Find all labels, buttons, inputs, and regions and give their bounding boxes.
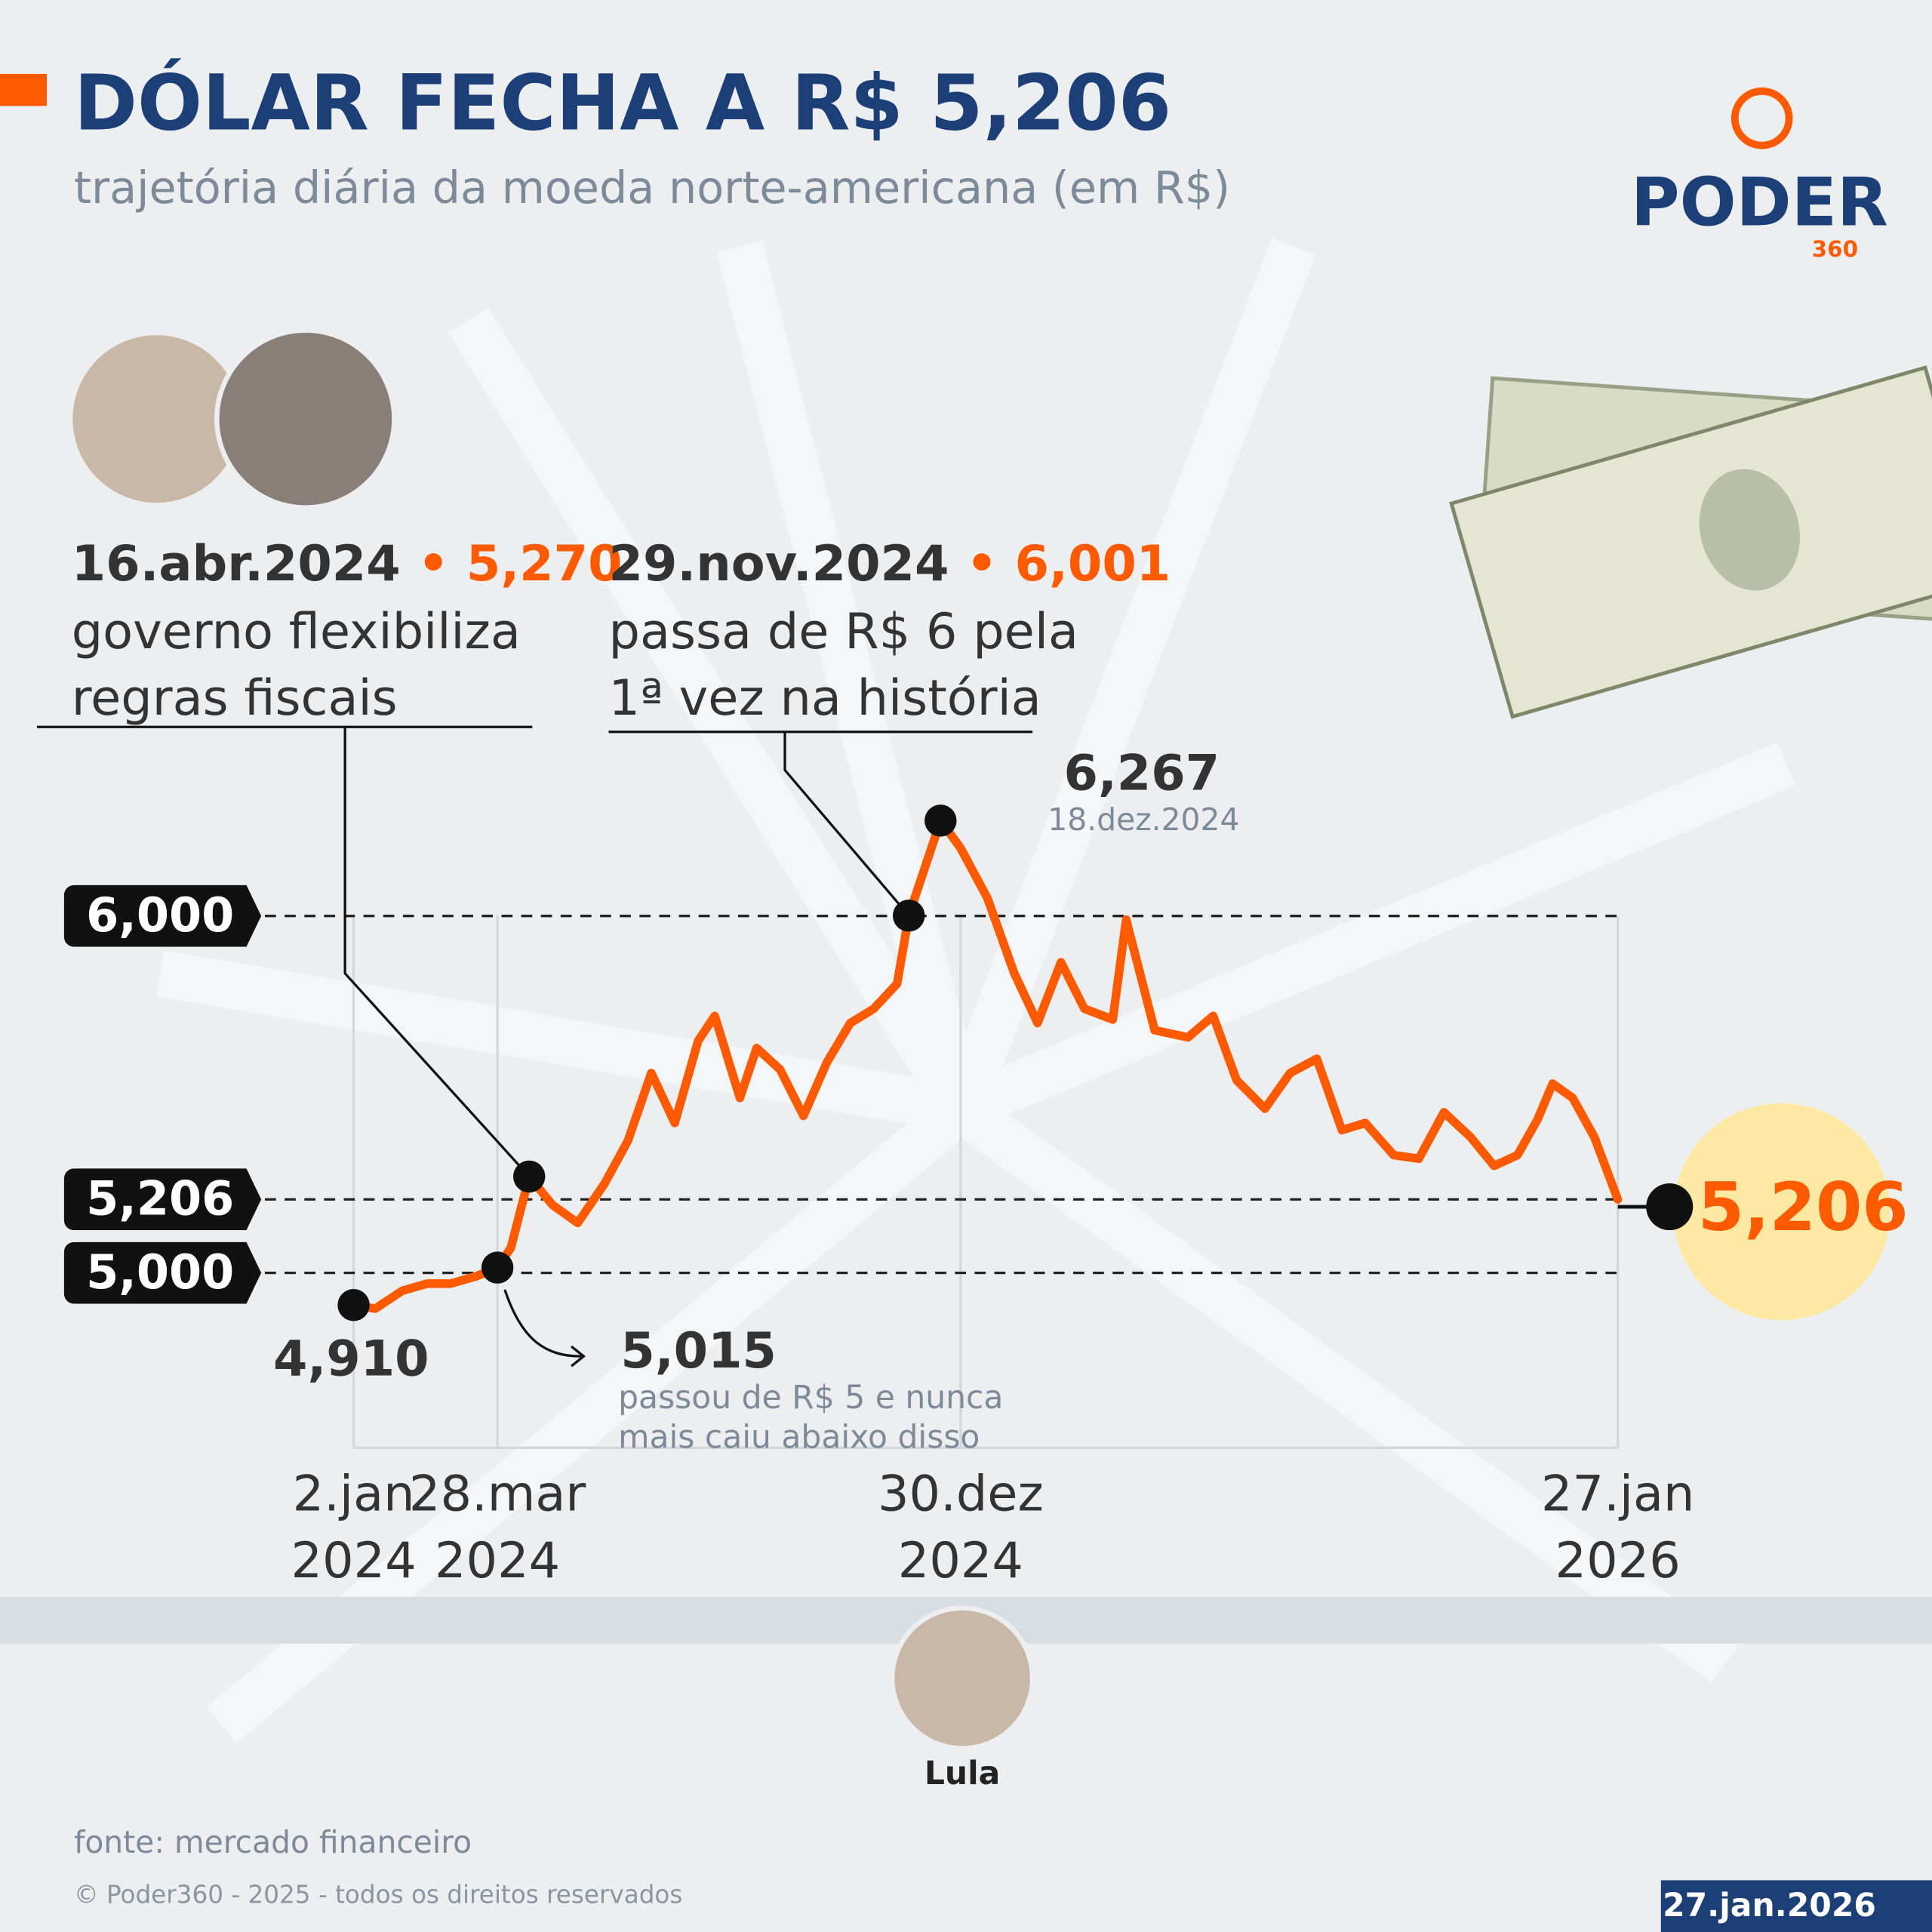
annotation-text: governo flexibiliza regras fiscais: [72, 598, 688, 731]
x-tick-label: 30.dez 2024: [850, 1461, 1072, 1594]
annotation-value: 5,206: [1698, 1168, 1909, 1246]
y-tick-label: 5,206: [86, 1171, 234, 1226]
ray: [947, 1090, 1739, 1683]
y-tick-box: [63, 884, 262, 947]
highlight-dot: [892, 899, 925, 932]
annotation-value: 6,267: [1064, 745, 1220, 802]
portrait: [72, 335, 241, 503]
annotation-note: passa de R$ 6 pela 1ª vez na história: [608, 604, 1079, 728]
x-tick-label: 28.mar 2024: [386, 1461, 608, 1594]
price-line: [349, 816, 1623, 1313]
annotation-value: 4,910: [273, 1330, 429, 1387]
x-tick-text: 27.jan 2026: [1540, 1466, 1695, 1590]
logo-number: 360: [1812, 236, 1858, 262]
leader-line: [343, 727, 531, 1178]
ray: [939, 238, 1316, 1118]
logo: PODER 360: [1631, 87, 1888, 262]
x-tick-label-body: 2.jan 2024: [243, 1461, 465, 1594]
chart-title: DÓLAR FECHA A R$ 5,206: [74, 58, 1171, 148]
x-tick-label: 2.jan 2024: [243, 1461, 465, 1594]
annotation-headline-body: 16.abr.2024 • 5,270: [72, 530, 712, 598]
annotation-date: 16.abr.2024: [71, 536, 401, 593]
bill-portrait: [1699, 469, 1801, 591]
portraits: [72, 328, 397, 510]
annotation-text: passou de R$ 5 e nunca mais caiu abaixo …: [618, 1379, 1111, 1457]
x-tick-text: 30.dez 2024: [877, 1466, 1044, 1590]
dollar-bills: [1449, 365, 1932, 719]
arrow: [503, 1289, 582, 1358]
publish-date: 27.jan.2026: [1663, 1887, 1876, 1924]
leader-line: [783, 731, 910, 917]
annotation-text: passa de R$ 6 pela 1ª vez na história: [609, 598, 1225, 731]
y-tick-box: [63, 1241, 262, 1304]
separator: •: [966, 536, 998, 593]
title-marker: [0, 73, 48, 106]
annotation-text-body: passou de R$ 5 e nunca mais caiu abaixo …: [618, 1379, 1111, 1457]
highlight-dot: [337, 1289, 370, 1321]
annotation-date: 29.nov.2024: [608, 536, 949, 593]
annotation-headline-body: 29.nov.2024 • 6,001: [609, 530, 1250, 598]
portrait-label: Lula: [924, 1755, 1000, 1792]
annotation-headline: 29.nov.2024 • 6,001: [609, 530, 1250, 598]
annotation-headline: 16.abr.2024 • 5,270: [72, 530, 712, 598]
y-tick-box: [63, 1168, 262, 1231]
ray: [448, 308, 981, 1121]
highlight-dot: [924, 804, 957, 837]
annotation-note: passou de R$ 5 e nunca mais caiu abaixo …: [618, 1380, 1004, 1457]
x-tick-label-body: 30.dez 2024: [850, 1461, 1072, 1594]
ray: [156, 950, 965, 1132]
ray: [952, 742, 1796, 1131]
x-tick-label-body: 28.mar 2024: [386, 1461, 608, 1594]
source: fonte: mercado financeiro: [74, 1824, 472, 1860]
annotation-note: governo flexibiliza regras fiscais: [71, 604, 521, 728]
x-tick-text: 2.jan 2024: [291, 1466, 417, 1590]
annotation-value: 6,001: [1014, 536, 1171, 593]
annotation-text-body: passa de R$ 6 pela 1ª vez na história: [609, 598, 1225, 731]
logo-sun: [1730, 87, 1793, 149]
chart-subtitle: trajetória diária da moeda norte-america…: [74, 162, 1230, 214]
x-tick-label: 27.jan 2026: [1507, 1461, 1729, 1594]
portrait: [214, 328, 397, 510]
highlight-dot: [481, 1251, 514, 1284]
logo-text: PODER: [1631, 164, 1888, 242]
ray: [716, 240, 984, 1115]
annotation-text-body: governo flexibiliza regras fiscais: [72, 598, 688, 731]
annotation-value: 5,015: [620, 1322, 777, 1380]
y-tick-label: 5,000: [86, 1244, 234, 1300]
arrow-head: [571, 1345, 586, 1367]
portrait: [889, 1605, 1035, 1751]
y-tick-label: 6,000: [86, 888, 234, 943]
highlight-dot: [513, 1160, 546, 1193]
highlight-circle: [1673, 1103, 1890, 1321]
copyright: © Poder360 - 2025 - todos os direitos re…: [74, 1881, 682, 1909]
date-box: [1660, 1880, 1932, 1932]
x-tick-label-body: 27.jan 2026: [1507, 1461, 1729, 1594]
x-tick-text: 28.mar 2024: [408, 1466, 586, 1590]
annotation-date: 18.dez.2024: [1048, 801, 1239, 838]
highlight-dot: [1646, 1183, 1694, 1231]
separator: •: [417, 536, 450, 593]
annotation-value: 5,270: [466, 536, 623, 593]
